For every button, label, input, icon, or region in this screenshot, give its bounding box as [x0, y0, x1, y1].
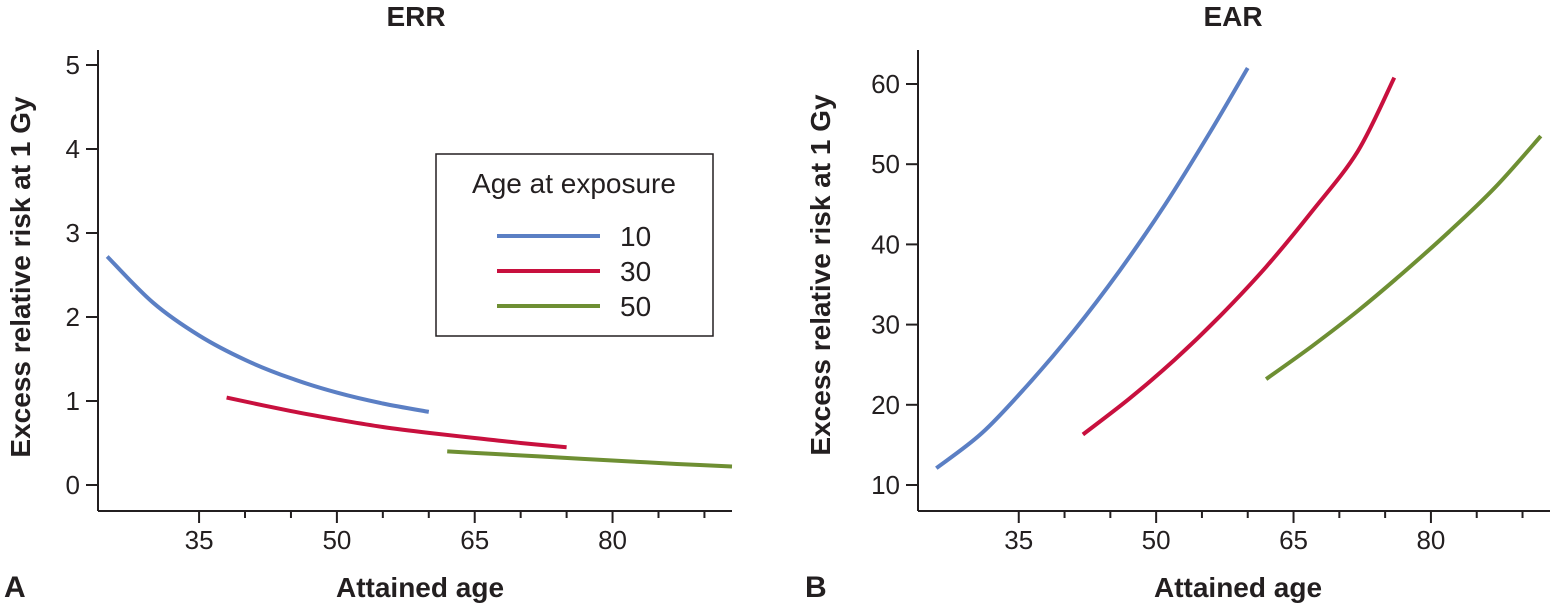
panel-a-axes: 0 1 2 3 4 5 35 50 65 80	[66, 50, 732, 555]
panel-a-x-tick-label: 80	[598, 525, 627, 555]
panel-b-title: EAR	[1203, 1, 1262, 32]
panel-a-series-line-age-10	[105, 255, 430, 414]
panel-a-x-tick-label: 65	[460, 525, 489, 555]
panel-a-series	[105, 255, 733, 469]
panel-b-y-tick-label: 20	[871, 390, 900, 420]
panel-b-x-axis-label: Attained age	[1154, 572, 1322, 603]
panel-a-x-tick-label: 35	[185, 525, 214, 555]
legend-label-50: 50	[620, 291, 651, 322]
panel-b-y-tick-label: 50	[871, 149, 900, 179]
legend-label-30: 30	[620, 256, 651, 287]
panel-b-series-line-age-10	[935, 66, 1250, 470]
panel-a-x-tick-label: 50	[322, 525, 351, 555]
panel-b-y-tick-label: 30	[871, 310, 900, 340]
panel-a-x-axis-label: Attained age	[336, 572, 504, 603]
panel-a-series-line-age-30	[226, 395, 567, 450]
panel-a-y-tick-label: 5	[66, 50, 80, 80]
panel-a-y-axis-label: Excess relative risk at 1 Gy	[5, 96, 36, 458]
panel-a-title: ERR	[386, 1, 445, 32]
panel-b-x-tick-label: 50	[1142, 525, 1171, 555]
panel-b-ear: EAR Excess relative risk at 1 Gy Attaine…	[805, 1, 1550, 604]
panel-b-y-tick-label: 60	[871, 69, 900, 99]
panel-a-err: ERR Excess relative risk at 1 Gy Attaine…	[4, 1, 733, 604]
panel-b-x-tick-label: 65	[1279, 525, 1308, 555]
panel-b-letter: B	[805, 571, 827, 604]
panel-b-y-tick-label: 10	[871, 470, 900, 500]
panel-b-y-axis-label: Excess relative risk at 1 Gy	[805, 94, 836, 456]
panel-a-y-tick-label: 2	[66, 302, 80, 332]
panel-b-y-tick-label: 40	[871, 229, 900, 259]
panel-b-series	[935, 66, 1543, 470]
legend: Age at exposure 10 30 50	[435, 153, 714, 337]
panel-b-x-tick-label: 35	[1004, 525, 1033, 555]
panel-b-series-line-age-50	[1264, 134, 1543, 381]
panel-b-series-line-age-30	[1081, 76, 1397, 437]
panel-b-axes: 10 20 30 40 50 60 35 50 65 80	[871, 50, 1550, 555]
panel-a-y-tick-label: 1	[66, 386, 80, 416]
panel-a-series-line-age-50	[447, 449, 733, 469]
legend-title: Age at exposure	[472, 168, 676, 199]
panel-a-letter: A	[4, 571, 26, 604]
panel-a-y-tick-label: 0	[66, 470, 80, 500]
panel-b-x-tick-label: 80	[1416, 525, 1445, 555]
panel-a-y-tick-label: 3	[66, 218, 80, 248]
panel-a-y-tick-label: 4	[66, 134, 80, 164]
legend-label-10: 10	[620, 221, 651, 252]
